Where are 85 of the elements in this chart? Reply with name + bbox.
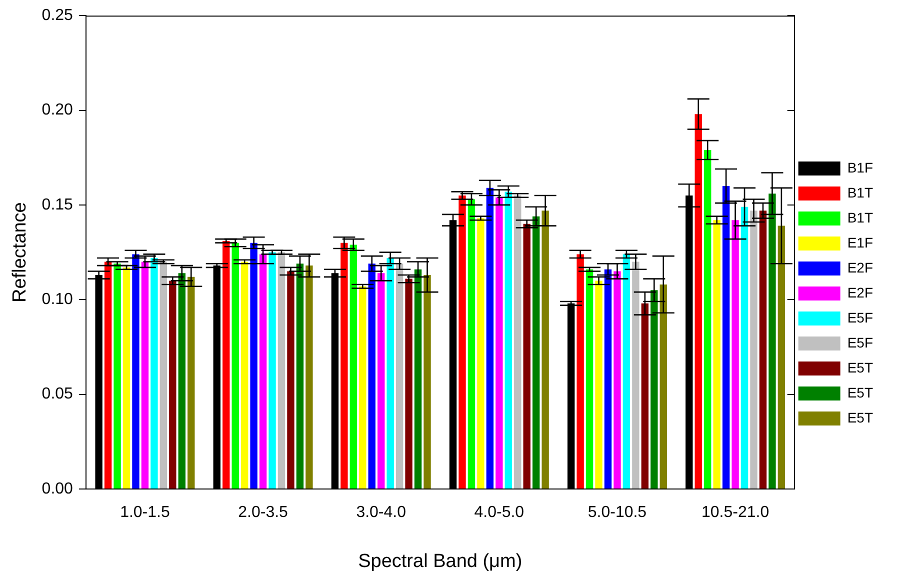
legend-label: E2F bbox=[847, 284, 874, 300]
bar bbox=[740, 206, 748, 488]
bar bbox=[287, 271, 294, 488]
bar bbox=[340, 242, 348, 488]
bar bbox=[514, 195, 522, 488]
legend-label: B1T bbox=[847, 209, 874, 226]
bar bbox=[604, 269, 612, 488]
bar bbox=[268, 252, 276, 488]
bar bbox=[614, 271, 621, 488]
bar bbox=[660, 284, 667, 488]
bar bbox=[576, 254, 584, 488]
bar bbox=[114, 264, 121, 488]
bar bbox=[486, 188, 494, 488]
bar bbox=[104, 262, 112, 488]
x-tick-label: 1.0-1.5 bbox=[120, 504, 170, 522]
y-axis-title: Reflectance bbox=[10, 202, 31, 302]
legend-label: E5T bbox=[847, 359, 874, 376]
bar bbox=[306, 266, 313, 488]
bar bbox=[650, 290, 658, 488]
bar bbox=[232, 242, 239, 488]
bar bbox=[759, 210, 767, 488]
bar bbox=[396, 264, 404, 488]
x-tick-label: 5.0-10.5 bbox=[588, 504, 647, 522]
bar bbox=[622, 254, 630, 488]
bar bbox=[414, 269, 422, 488]
bar bbox=[778, 226, 786, 488]
bar bbox=[477, 218, 484, 488]
bar bbox=[132, 254, 140, 488]
bar bbox=[504, 192, 512, 488]
bar bbox=[368, 264, 376, 488]
bar bbox=[386, 258, 394, 488]
bar bbox=[768, 194, 776, 488]
bar bbox=[523, 224, 530, 488]
x-tick-label: 10.5-21.0 bbox=[701, 504, 770, 522]
legend-label: B1T bbox=[847, 184, 874, 200]
bar bbox=[496, 197, 503, 488]
bar bbox=[141, 262, 149, 488]
legend-label: E2F bbox=[847, 259, 874, 276]
bar bbox=[458, 195, 466, 488]
bar bbox=[732, 220, 739, 488]
legend-label: B1F bbox=[847, 159, 874, 176]
legend-label: E5T bbox=[847, 409, 874, 426]
bar bbox=[259, 254, 267, 488]
x-tick-label: 3.0-4.0 bbox=[356, 504, 406, 522]
bar bbox=[150, 258, 158, 488]
bar bbox=[178, 273, 186, 488]
bar bbox=[278, 252, 286, 488]
bar bbox=[424, 275, 431, 488]
bar bbox=[713, 220, 720, 488]
bar bbox=[532, 216, 540, 488]
bar bbox=[632, 262, 640, 488]
bar bbox=[722, 186, 730, 488]
bar bbox=[222, 240, 230, 488]
bar bbox=[641, 303, 649, 488]
bar bbox=[750, 210, 758, 488]
x-axis-title: Spectral Band (μm) bbox=[358, 550, 522, 572]
bar bbox=[188, 276, 195, 488]
bar bbox=[250, 242, 258, 488]
bar bbox=[405, 278, 412, 488]
bar bbox=[122, 267, 130, 488]
bar bbox=[595, 280, 602, 488]
bar bbox=[542, 210, 549, 488]
legend-label: E5F bbox=[847, 309, 874, 326]
bar bbox=[296, 264, 304, 488]
bar bbox=[586, 269, 594, 488]
bar bbox=[468, 199, 476, 488]
bar bbox=[160, 262, 168, 488]
y-tick-label: 0.20 bbox=[42, 102, 74, 119]
bar bbox=[378, 273, 385, 488]
legend-label: E1F bbox=[847, 234, 874, 250]
legend-label: E5T bbox=[847, 384, 874, 400]
x-tick-label: 4.0-5.0 bbox=[474, 504, 524, 522]
y-tick-label: 0.00 bbox=[42, 480, 74, 498]
legend-label: E5F bbox=[847, 334, 874, 350]
bar bbox=[704, 150, 712, 488]
y-tick-label: 0.05 bbox=[42, 386, 74, 403]
x-tick-label: 2.0-3.5 bbox=[238, 504, 288, 522]
bar bbox=[350, 244, 358, 488]
bar bbox=[694, 114, 702, 488]
bar bbox=[240, 262, 248, 488]
y-tick-label: 0.15 bbox=[42, 196, 74, 214]
bar bbox=[359, 286, 366, 488]
y-tick-label: 0.10 bbox=[42, 291, 74, 308]
bar bbox=[169, 280, 176, 488]
y-tick-label: 0.25 bbox=[42, 7, 74, 24]
